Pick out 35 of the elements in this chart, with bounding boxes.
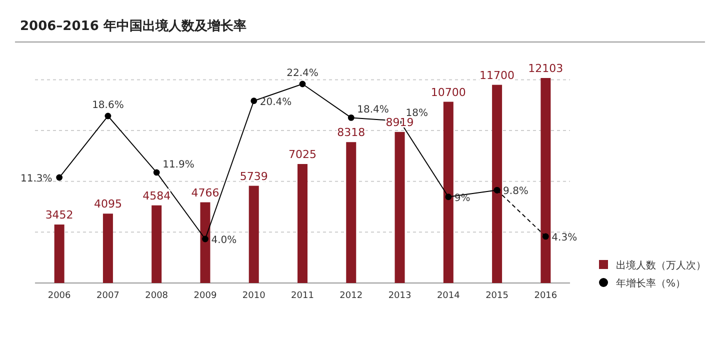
x-tick-label: 2009: [194, 291, 217, 301]
data-label: 9.8%: [503, 186, 528, 198]
x-tick-label: 2008: [145, 291, 168, 301]
x-tick-label: 2013: [388, 291, 412, 301]
data-label: 11.3%: [20, 174, 52, 185]
data-label: 4.0%: [211, 235, 237, 246]
data-label: 12103: [528, 62, 564, 75]
data-label: 4766: [191, 186, 220, 200]
data-label: 4584: [142, 189, 171, 202]
data-label: 18%: [406, 108, 428, 120]
x-tick-label: 2012: [340, 291, 363, 301]
data-label: 11700: [480, 68, 515, 82]
data-label: 20.4%: [260, 96, 292, 108]
x-tick-label: 2014: [436, 291, 460, 301]
x-tick-label: 2015: [486, 291, 508, 301]
data-label: 10700: [430, 86, 466, 99]
x-tick-label: 2010: [242, 291, 266, 301]
chart-title: 2006–2016 年中国出境人数及增长率: [20, 18, 246, 34]
data-label: 18.6%: [92, 100, 124, 112]
x-tick-label: 2006: [48, 291, 72, 301]
data-label: 4.3%: [552, 232, 578, 244]
data-label: 3452: [45, 208, 74, 222]
data-label: 18.4%: [357, 104, 389, 116]
data-label: 5739: [240, 170, 268, 183]
x-tick-label: 2011: [291, 291, 314, 301]
data-label: 4095: [94, 198, 122, 211]
x-tick-label: 2007: [96, 291, 120, 301]
legend-label: 出境人数（万人次）: [616, 260, 706, 272]
x-tick-label: 2016: [534, 291, 558, 301]
legend-label: 年增长率（%）: [616, 278, 686, 290]
data-label: 22.4%: [286, 68, 318, 79]
data-label: 7025: [288, 148, 316, 162]
data-label: 9%: [454, 192, 470, 204]
data-label: 8318: [337, 126, 366, 140]
data-label: 11.9%: [162, 159, 194, 170]
